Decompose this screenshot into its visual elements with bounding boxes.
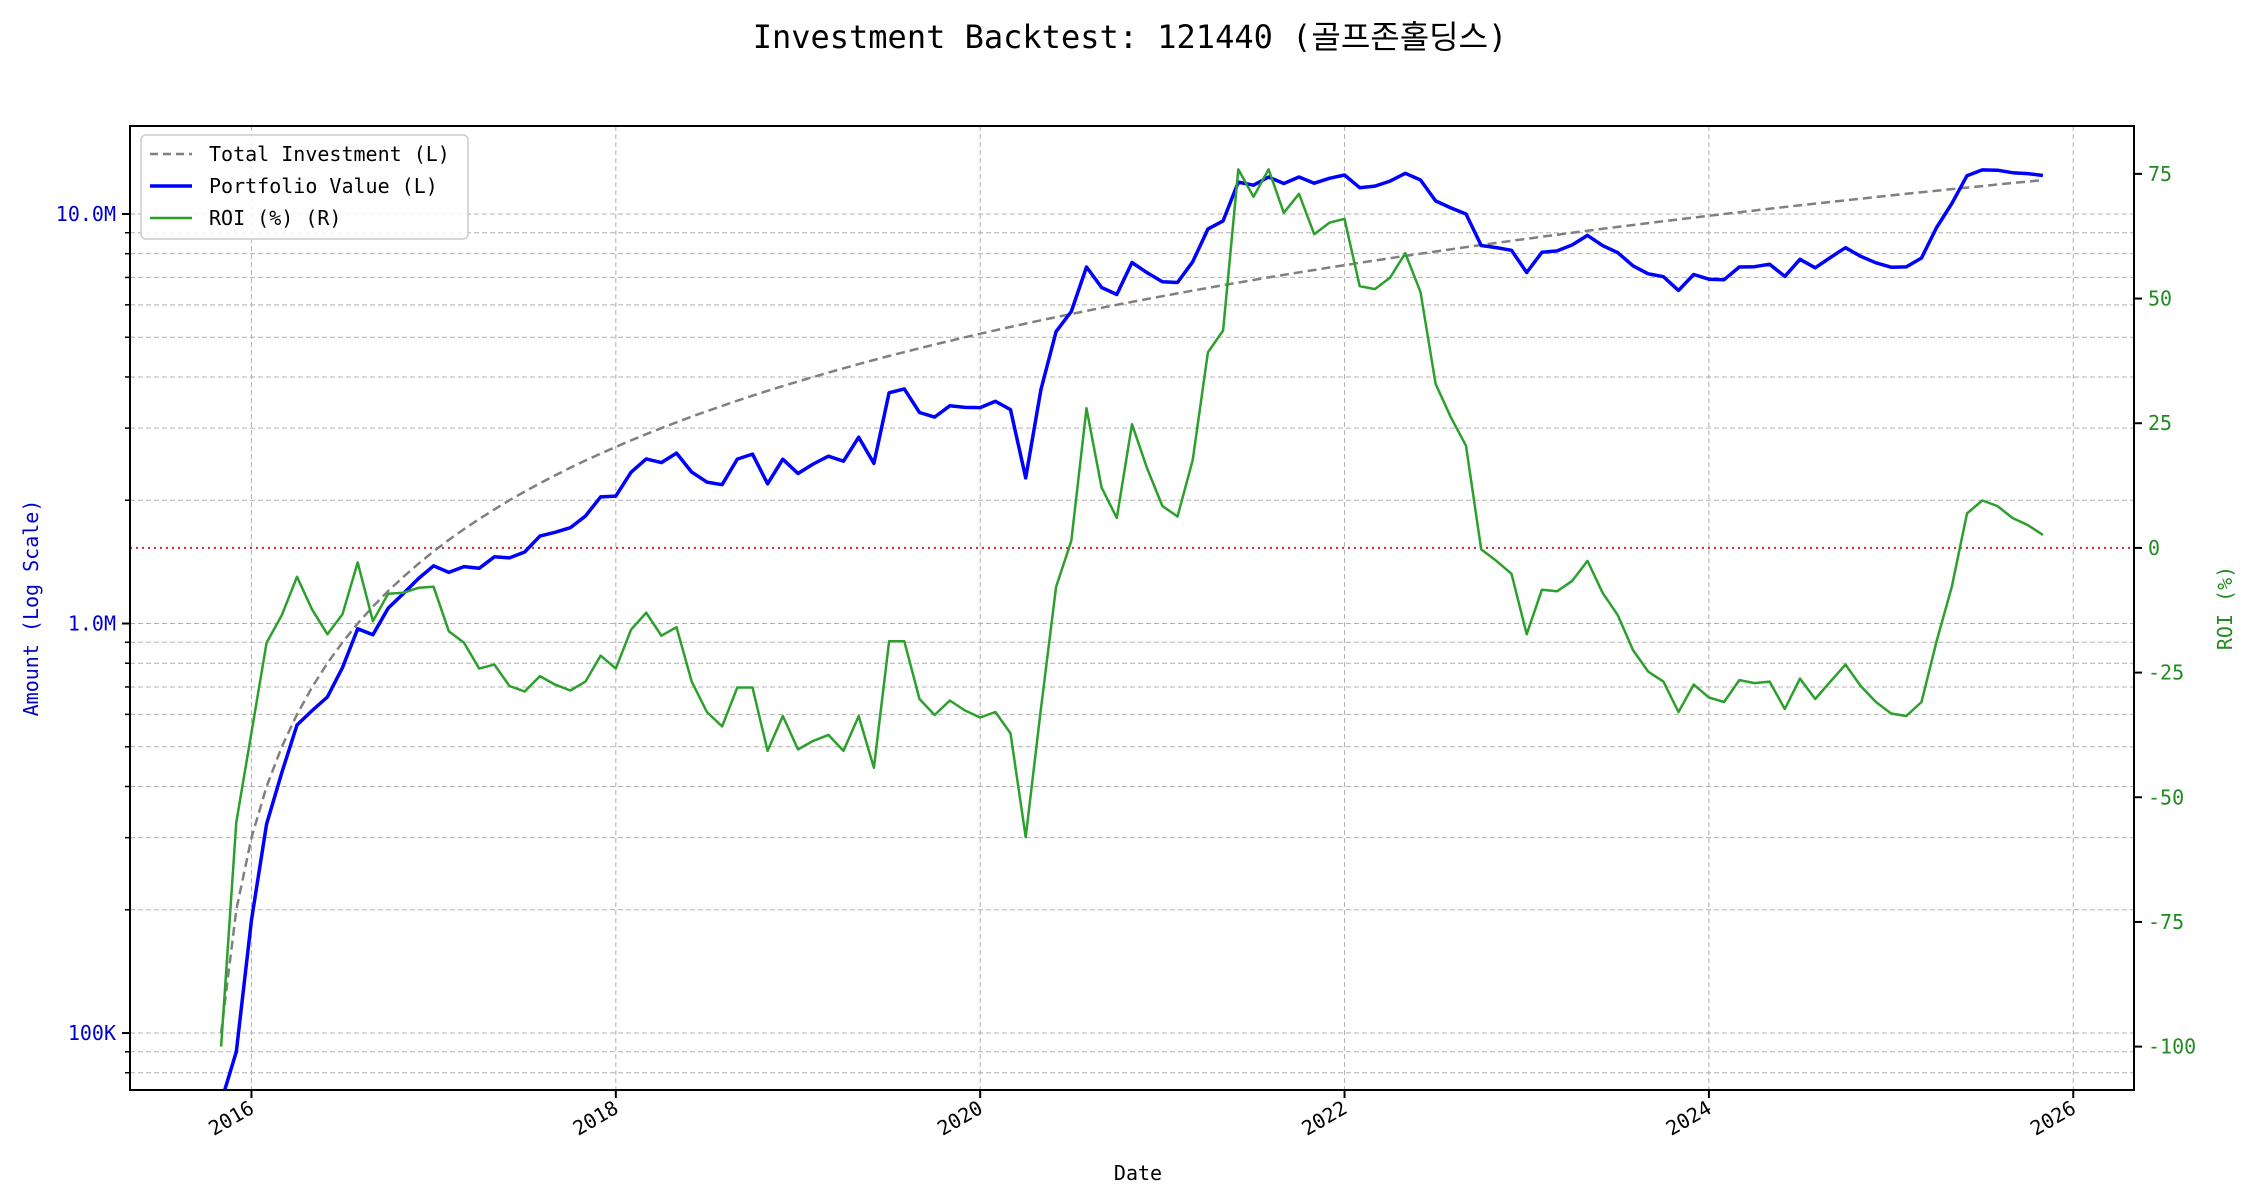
y-right-tick-label: -100 bbox=[2148, 1035, 2196, 1059]
y-right-tick-label: 0 bbox=[2148, 536, 2160, 560]
y-right-tick-label: -75 bbox=[2148, 910, 2184, 934]
series-line-portfolio-value bbox=[222, 168, 2044, 1090]
legend-label: Total Investment (L) bbox=[209, 142, 450, 166]
y-right-tick-label: 25 bbox=[2148, 411, 2172, 435]
y-left-tick-label: 10.0M bbox=[56, 202, 116, 226]
chart-title: Investment Backtest: 121440 (골프존홀딩스) bbox=[753, 18, 1508, 56]
grid-lines bbox=[130, 126, 2134, 1090]
y-right-axis-label: ROI (%) bbox=[2213, 566, 2237, 650]
plot-frame bbox=[129, 125, 2135, 1091]
y-right-tick-label: 50 bbox=[2148, 287, 2172, 311]
legend-label: Portfolio Value (L) bbox=[209, 174, 438, 198]
series-line-total-investment bbox=[219, 178, 2044, 1034]
y-right-tick-label: 75 bbox=[2148, 162, 2172, 186]
y-right-tick-label: -50 bbox=[2148, 785, 2184, 809]
legend: Total Investment (L) Portfolio Value (L) R… bbox=[140, 134, 469, 240]
legend-box bbox=[140, 134, 469, 240]
y-right-tick-label: -25 bbox=[2148, 661, 2184, 685]
y-left-tick-label: 1.0M bbox=[68, 612, 116, 636]
x-axis-label: Date bbox=[1114, 1161, 1162, 1185]
y-left-tick-label: 100K bbox=[68, 1021, 116, 1045]
y-left-axis-label: Amount (Log Scale) bbox=[19, 500, 43, 717]
series-line-roi bbox=[219, 168, 2044, 1047]
legend-label: ROI (%) (R) bbox=[209, 206, 341, 230]
series-layer bbox=[130, 168, 2134, 1090]
